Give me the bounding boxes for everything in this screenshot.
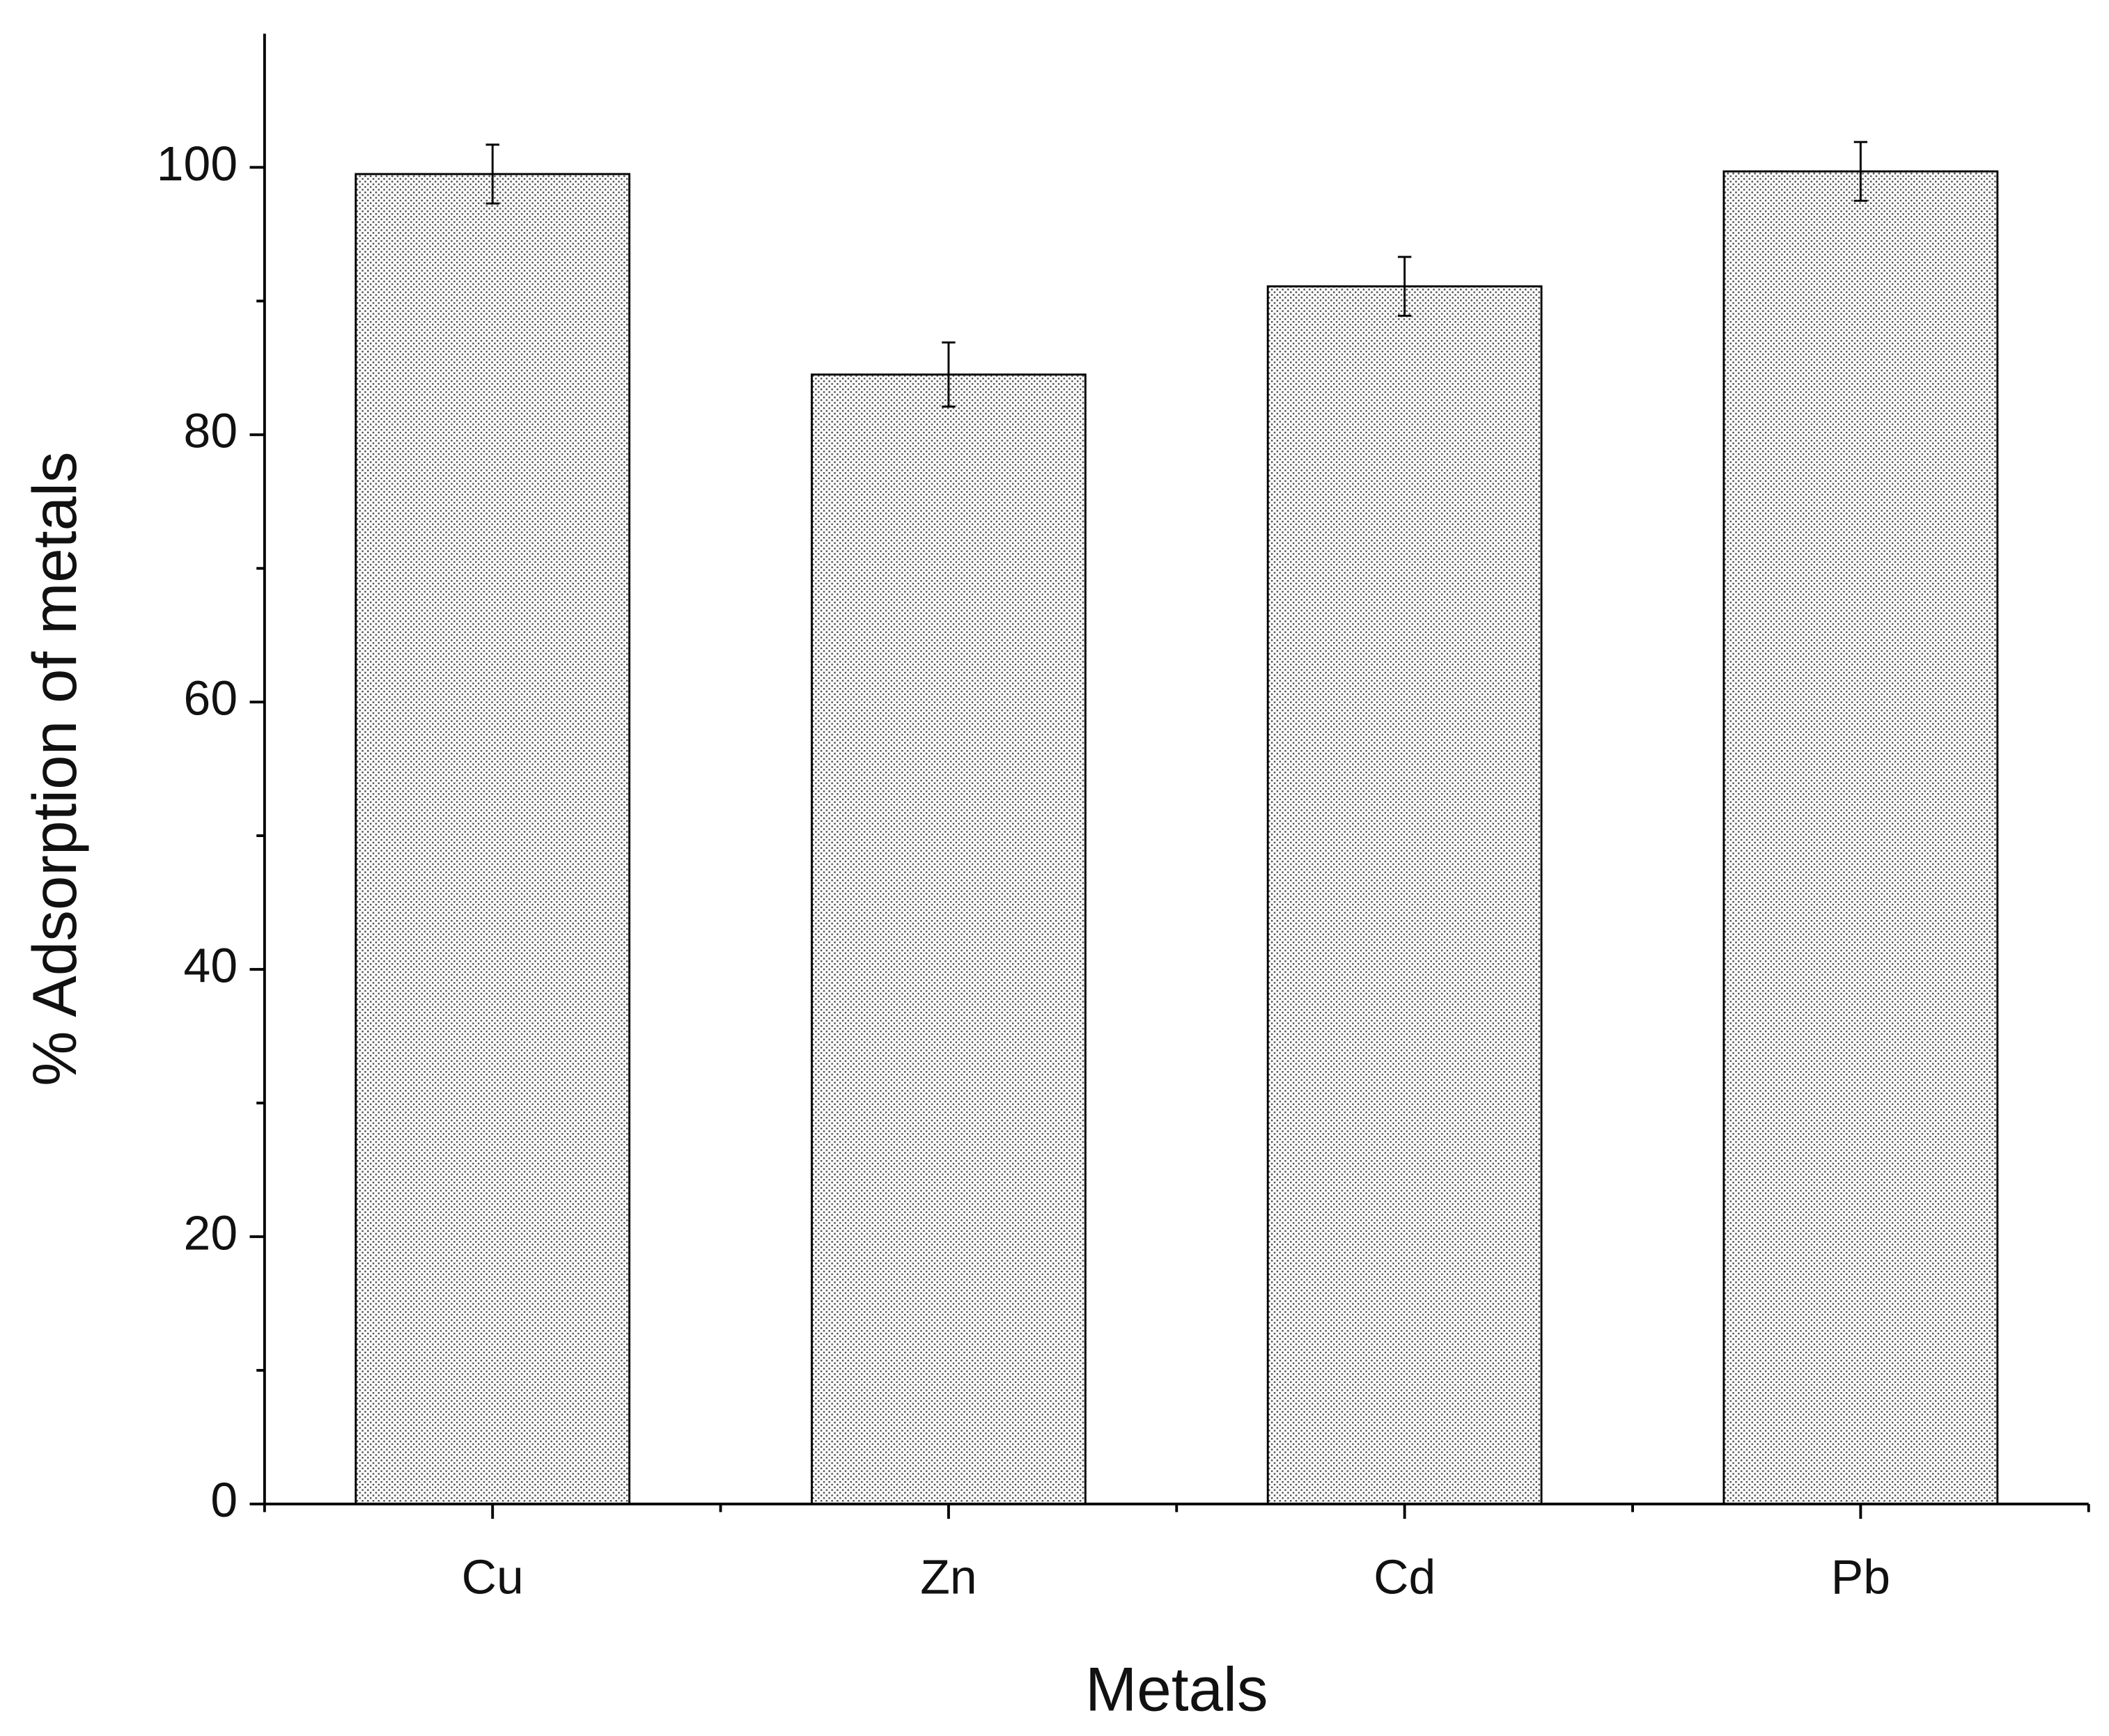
bar	[1266, 285, 1543, 1506]
bar	[355, 173, 631, 1506]
x-tick-label: Cu	[462, 1550, 524, 1604]
y-tick-label: 40	[184, 938, 238, 992]
y-tick-label: 20	[184, 1205, 238, 1260]
x-tick-label: Pb	[1831, 1550, 1890, 1604]
y-tick-label: 100	[157, 136, 238, 191]
bar	[1722, 170, 1999, 1506]
y-tick-label: 60	[184, 671, 238, 726]
x-axis-title: Metals	[1085, 1654, 1268, 1723]
y-axis-title: % Adsorption of metals	[20, 452, 89, 1086]
y-tick-label: 80	[184, 404, 238, 458]
x-tick-label: Cd	[1373, 1550, 1435, 1604]
bar	[811, 373, 1087, 1506]
x-tick-label: Zn	[920, 1550, 976, 1604]
y-tick-label: 0	[210, 1473, 238, 1527]
